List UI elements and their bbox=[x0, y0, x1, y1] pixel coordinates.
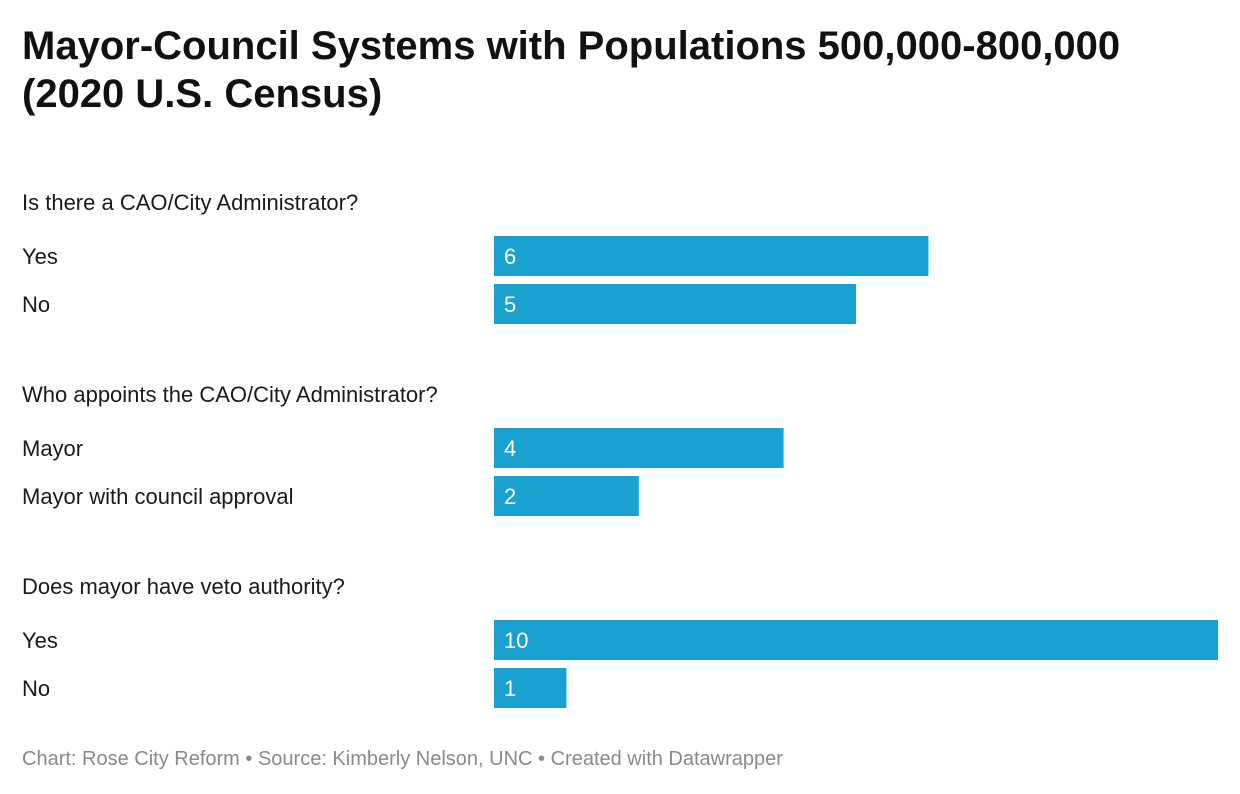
group-question: Who appoints the CAO/City Administrator? bbox=[22, 382, 438, 407]
bar bbox=[494, 236, 929, 276]
bar-value-label: 10 bbox=[504, 628, 528, 653]
bar bbox=[494, 428, 784, 468]
group-question: Is there a CAO/City Administrator? bbox=[22, 190, 358, 215]
bar bbox=[494, 476, 639, 516]
bar bbox=[494, 620, 1218, 660]
bar bbox=[494, 668, 567, 708]
chart-title: Mayor-Council Systems with Populations 5… bbox=[22, 24, 1121, 116]
bar-value-label: 1 bbox=[504, 676, 516, 701]
group-question: Does mayor have veto authority? bbox=[22, 574, 345, 599]
bar-value-label: 6 bbox=[504, 244, 516, 269]
category-label: No bbox=[22, 676, 50, 701]
category-label: Mayor bbox=[22, 436, 83, 461]
category-label: No bbox=[22, 292, 50, 317]
bar-value-label: 4 bbox=[504, 436, 516, 461]
category-label: Yes bbox=[22, 628, 58, 653]
category-label: Mayor with council approval bbox=[22, 484, 293, 509]
bar bbox=[494, 284, 856, 324]
bar-value-label: 5 bbox=[504, 292, 516, 317]
chart-footer: Chart: Rose City Reform • Source: Kimber… bbox=[22, 748, 783, 770]
category-label: Yes bbox=[22, 244, 58, 269]
bar-value-label: 2 bbox=[504, 484, 516, 509]
